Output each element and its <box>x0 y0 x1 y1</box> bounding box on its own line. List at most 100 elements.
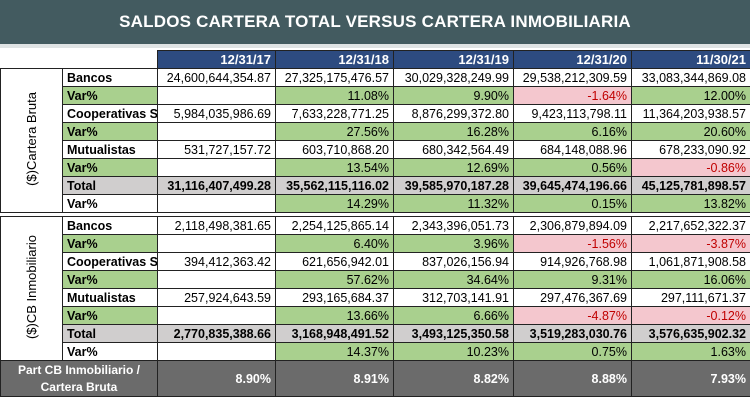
value-cell: 297,111,671.37 <box>631 288 750 307</box>
row-label: Mutualistas <box>62 288 158 307</box>
variation-cell <box>157 194 276 213</box>
row-label: Var% <box>62 234 158 253</box>
variation-cell: 9.31% <box>513 270 632 289</box>
variation-cell <box>157 342 276 361</box>
value-cell: 684,148,088.96 <box>513 140 632 159</box>
variation-cell: 12.00% <box>631 86 750 105</box>
value-cell: 2,254,125,865.14 <box>275 216 394 235</box>
date-header: 11/30/21 <box>631 50 750 69</box>
row-label: Cooperativas S1 <box>62 252 158 271</box>
section-label: ($)CB Inmobiliario <box>0 216 63 361</box>
value-cell: 680,342,564.49 <box>393 140 514 159</box>
variation-row: Var% 14.29% 11.32% 0.15% 13.82% <box>1 194 750 213</box>
value-cell: 45,125,781,898.57 <box>631 176 750 195</box>
variation-cell: -3.87% <box>631 234 750 253</box>
table-row: Cooperativas S1 394,412,363.42 621,656,942… <box>1 252 750 271</box>
ratio-cell: 7.93% <box>631 360 750 397</box>
row-label: Var% <box>62 306 158 325</box>
value-cell: 837,026,156.94 <box>393 252 514 271</box>
variation-cell: 12.69% <box>393 158 514 177</box>
variation-cell: -1.64% <box>513 86 632 105</box>
section-label-text: ($)CB Inmobiliario <box>24 234 39 340</box>
variation-cell <box>157 158 276 177</box>
row-label: Var% <box>62 194 158 213</box>
variation-row: Var% 57.62% 34.64% 9.31% 16.06% <box>1 270 750 289</box>
section-label-text: ($)Cartera Bruta <box>24 92 39 186</box>
value-cell: 3,493,125,350.58 <box>393 324 514 343</box>
title-divider <box>0 44 750 48</box>
variation-row: Var% 27.56% 16.28% 6.16% 20.60% <box>1 122 750 141</box>
value-cell: 27,325,175,476.57 <box>275 68 394 87</box>
value-cell: 293,165,684.37 <box>275 288 394 307</box>
variation-cell <box>157 270 276 289</box>
variation-cell: -4.87% <box>513 306 632 325</box>
value-cell: 39,585,970,187.28 <box>393 176 514 195</box>
variation-cell: 11.32% <box>393 194 514 213</box>
value-cell: 3,519,283,030.76 <box>513 324 632 343</box>
variation-cell: 13.54% <box>275 158 394 177</box>
variation-cell <box>157 86 276 105</box>
value-cell: 2,118,498,381.65 <box>157 216 276 235</box>
table-row: Mutualistas 257,924,643.59 293,165,684.37 3… <box>1 288 750 307</box>
row-label: Var% <box>62 158 158 177</box>
footer-row: Part CB Inmobiliario / Cartera Bruta 8.90… <box>0 360 750 397</box>
row-label: Bancos <box>62 68 158 87</box>
variation-cell: 13.82% <box>631 194 750 213</box>
row-label: Var% <box>62 270 158 289</box>
value-cell: 8,876,299,372.80 <box>393 104 514 123</box>
variation-cell <box>157 234 276 253</box>
variation-cell: 0.75% <box>513 342 632 361</box>
row-label: Mutualistas <box>62 140 158 159</box>
value-cell: 2,217,652,322.37 <box>631 216 750 235</box>
row-label: Cooperativas S1 <box>62 104 158 123</box>
row-label: Total <box>62 176 158 195</box>
value-cell: 394,412,363.42 <box>157 252 276 271</box>
variation-row: Var% 13.54% 12.69% 0.56% -0.86% <box>1 158 750 177</box>
row-label: Var% <box>62 122 158 141</box>
value-cell: 9,423,113,798.11 <box>513 104 632 123</box>
balances-table: 12/31/17 12/31/18 12/31/19 12/31/20 11/30/21… <box>0 50 750 397</box>
value-cell: 33,083,344,869.08 <box>631 68 750 87</box>
value-cell: 30,029,328,249.99 <box>393 68 514 87</box>
variation-cell: 11.08% <box>275 86 394 105</box>
variation-cell: 6.16% <box>513 122 632 141</box>
date-header: 12/31/20 <box>513 50 632 69</box>
row-label: Total <box>62 324 158 343</box>
footer-label: Part CB Inmobiliario / Cartera Bruta <box>0 360 158 397</box>
value-cell: 24,600,644,354.87 <box>157 68 276 87</box>
row-label: Bancos <box>62 216 158 235</box>
ratio-cell: 8.91% <box>275 360 394 397</box>
variation-cell: 13.66% <box>275 306 394 325</box>
table-row: Total 31,116,407,499.28 35,562,115,116.02 3… <box>1 176 750 195</box>
variation-cell <box>157 122 276 141</box>
ratio-cell: 8.88% <box>513 360 632 397</box>
table-row: ($)Cartera Bruta Bancos 24,600,644,354.87 2… <box>0 68 750 213</box>
section-label: ($)Cartera Bruta <box>0 68 63 213</box>
date-header: 12/31/18 <box>275 50 394 69</box>
table-title: SALDOS CARTERA TOTAL VERSUS CARTERA INMO… <box>0 0 750 44</box>
date-header: 12/31/17 <box>157 50 276 69</box>
variation-cell: 20.60% <box>631 122 750 141</box>
variation-cell: 16.28% <box>393 122 514 141</box>
variation-cell: 14.29% <box>275 194 394 213</box>
value-cell: 11,364,203,938.57 <box>631 104 750 123</box>
variation-cell: 0.56% <box>513 158 632 177</box>
value-cell: 1,061,871,908.58 <box>631 252 750 271</box>
variation-cell: -0.12% <box>631 306 750 325</box>
value-cell: 297,476,367.69 <box>513 288 632 307</box>
ratio-cell: 8.90% <box>157 360 276 397</box>
value-cell: 914,926,768.98 <box>513 252 632 271</box>
value-cell: 603,710,868.20 <box>275 140 394 159</box>
variation-cell: 9.90% <box>393 86 514 105</box>
value-cell: 312,703,141.91 <box>393 288 514 307</box>
variation-cell: -1.56% <box>513 234 632 253</box>
variation-row: Var% 11.08% 9.90% -1.64% 12.00% <box>1 86 750 105</box>
value-cell: 39,645,474,196.66 <box>513 176 632 195</box>
variation-row: Var% 6.40% 3.96% -1.56% -3.87% <box>1 234 750 253</box>
variation-cell: 0.15% <box>513 194 632 213</box>
row-label: Var% <box>62 342 158 361</box>
value-cell: 29,538,212,309.59 <box>513 68 632 87</box>
variation-cell: 14.37% <box>275 342 394 361</box>
table-row: Total 2,770,835,388.66 3,168,948,491.52 3,4… <box>1 324 750 343</box>
value-cell: 5,984,035,986.69 <box>157 104 276 123</box>
